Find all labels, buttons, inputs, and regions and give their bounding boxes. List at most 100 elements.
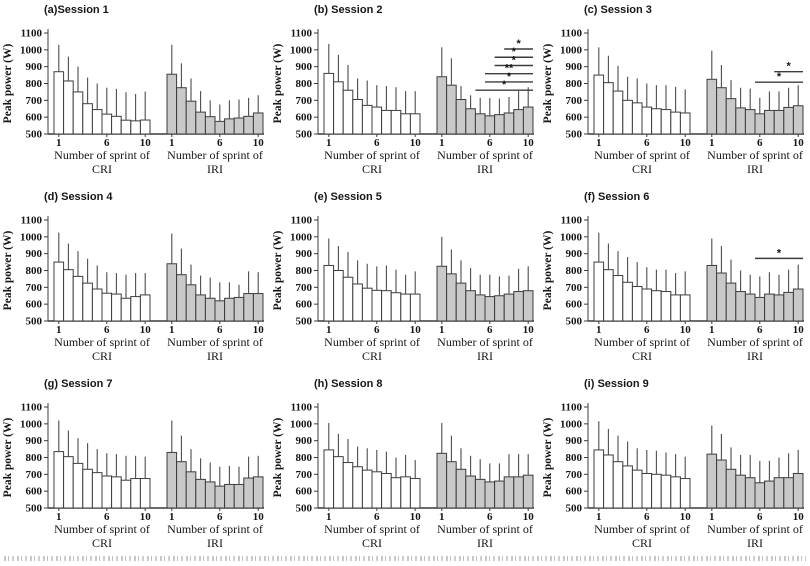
subplot-title: (a)Session 1 [44, 4, 109, 16]
bar-d-IRI-8 [233, 296, 245, 322]
y-tick-label: 800 [296, 265, 313, 277]
y-tick-label: 800 [566, 265, 583, 277]
x-tick-label: 1 [596, 324, 602, 336]
x-tick-label: 10 [793, 511, 805, 523]
bar-i-CRI-10 [679, 478, 691, 509]
bar-b-CRI-9 [400, 113, 411, 135]
x-tick-label: 1 [439, 511, 445, 523]
significance-asterisk: * [777, 247, 782, 259]
bar-d-IRI-9 [243, 293, 254, 322]
x-tick-label: 10 [523, 324, 535, 336]
y-tick-label: 700 [566, 469, 583, 481]
x-axis-label-line1: Number of sprint of [54, 335, 150, 349]
y-axis-label: Peak power (W) [542, 231, 554, 311]
y-tick-label: 1100 [21, 402, 43, 414]
y-tick-label: 800 [296, 452, 313, 464]
bar-c-IRI-10 [792, 105, 804, 135]
bar-b-CRI-4 [352, 98, 363, 135]
bar-h-CRI-6 [371, 471, 383, 509]
y-tick-label: 600 [26, 486, 43, 498]
subplot-title: (i) Session 9 [584, 378, 649, 390]
y-tick-label: 1100 [21, 215, 43, 227]
bar-g-CRI-5 [91, 472, 103, 509]
bar-c-CRI-2 [603, 82, 614, 135]
y-tick-label: 700 [296, 282, 313, 294]
bar-e-CRI-1 [323, 264, 335, 322]
y-tick-label: 1100 [561, 28, 583, 40]
bar-i-IRI-4 [735, 474, 746, 509]
x-axis-label-line1: Number of sprint of [324, 522, 420, 536]
x-axis-label-line1: Number of sprint of [594, 148, 690, 162]
chart-f: (f) Session 6 Peak power (W) 500 600 700 800 9… [542, 191, 804, 363]
bar-d-CRI-1 [53, 261, 65, 322]
bar-g-CRI-2 [63, 456, 74, 509]
bar-h-IRI-8 [503, 476, 515, 509]
y-tick-label: 1000 [290, 231, 313, 243]
y-tick-label: 700 [26, 282, 43, 294]
significance-asterisk: * [516, 38, 521, 50]
bar-e-IRI-5 [474, 294, 486, 322]
x-axis-label-line2: CRI [632, 349, 652, 363]
significance-asterisk: * [507, 71, 512, 83]
bar-e-CRI-9 [400, 293, 411, 322]
bar-f-IRI-10 [792, 288, 804, 322]
y-tick-label: 800 [26, 265, 43, 277]
bar-d-IRI-5 [204, 297, 216, 322]
x-tick-label: 10 [410, 511, 422, 523]
bar-h-CRI-2 [333, 456, 344, 509]
subplot-b: (b) Session 2 Peak power (W) 500 600 700 800 9… [270, 0, 540, 187]
bar-h-CRI-10 [409, 478, 421, 509]
x-axis-label-line1: Number of sprint of [167, 148, 263, 162]
subplot-h: (h) Session 8 Peak power (W) 500 600 700 800 9… [270, 374, 540, 561]
bar-c-CRI-9 [670, 111, 681, 135]
bar-g-IRI-10 [252, 476, 264, 509]
bar-h-IRI-6 [484, 481, 496, 509]
bar-d-CRI-4 [82, 282, 93, 322]
bar-f-IRI-5 [744, 293, 756, 322]
bar-b-CRI-6 [371, 106, 383, 135]
subplot-i: (i) Session 9 Peak power (W) 500 600 700 800 9… [540, 374, 810, 561]
x-tick-label: 10 [253, 511, 265, 523]
y-tick-label: 900 [296, 435, 313, 447]
x-tick-label: 10 [140, 137, 152, 149]
bar-e-IRI-8 [503, 293, 515, 322]
x-tick-label: 6 [644, 324, 650, 336]
y-tick-label: 800 [296, 78, 313, 90]
bar-i-IRI-7 [764, 480, 775, 509]
x-tick-label: 6 [217, 137, 223, 149]
x-tick-label: 6 [757, 324, 763, 336]
bar-g-CRI-8 [120, 479, 132, 509]
y-tick-label: 500 [296, 316, 313, 328]
subplot-title: (d) Session 4 [44, 191, 113, 203]
bar-e-CRI-2 [333, 270, 344, 322]
bar-d-CRI-3 [72, 275, 84, 322]
bar-a-IRI-4 [195, 111, 206, 135]
x-tick-label: 1 [709, 324, 715, 336]
y-axis-label: Peak power (W) [272, 418, 284, 498]
x-axis-label-line1: Number of sprint of [707, 148, 803, 162]
x-axis-label-line2: CRI [92, 162, 112, 176]
bar-b-IRI-8 [503, 112, 515, 135]
bar-a-IRI-2 [176, 87, 187, 135]
bar-c-CRI-6 [641, 106, 653, 135]
bar-b-IRI-6 [484, 115, 496, 135]
chart-i: (i) Session 9 Peak power (W) 500 600 700 800 9… [542, 378, 805, 550]
bar-a-CRI-3 [72, 91, 84, 135]
bar-g-IRI-2 [176, 461, 187, 509]
x-axis-label-line1: Number of sprint of [594, 522, 690, 536]
y-tick-label: 900 [566, 61, 583, 73]
y-tick-label: 900 [566, 248, 583, 260]
bar-a-CRI-9 [130, 120, 141, 135]
y-tick-label: 800 [26, 78, 43, 90]
bar-e-CRI-4 [352, 283, 363, 322]
significance-asterisk: * [502, 79, 507, 91]
y-tick-label: 600 [296, 486, 313, 498]
x-axis-label-line2: CRI [362, 162, 382, 176]
bar-e-CRI-10 [409, 293, 421, 322]
y-tick-label: 700 [296, 95, 313, 107]
bar-d-CRI-8 [120, 297, 132, 322]
y-tick-label: 500 [566, 316, 583, 328]
x-axis-label-line1: Number of sprint of [54, 522, 150, 536]
bar-g-IRI-8 [233, 483, 245, 509]
bar-b-IRI-2 [446, 84, 457, 135]
